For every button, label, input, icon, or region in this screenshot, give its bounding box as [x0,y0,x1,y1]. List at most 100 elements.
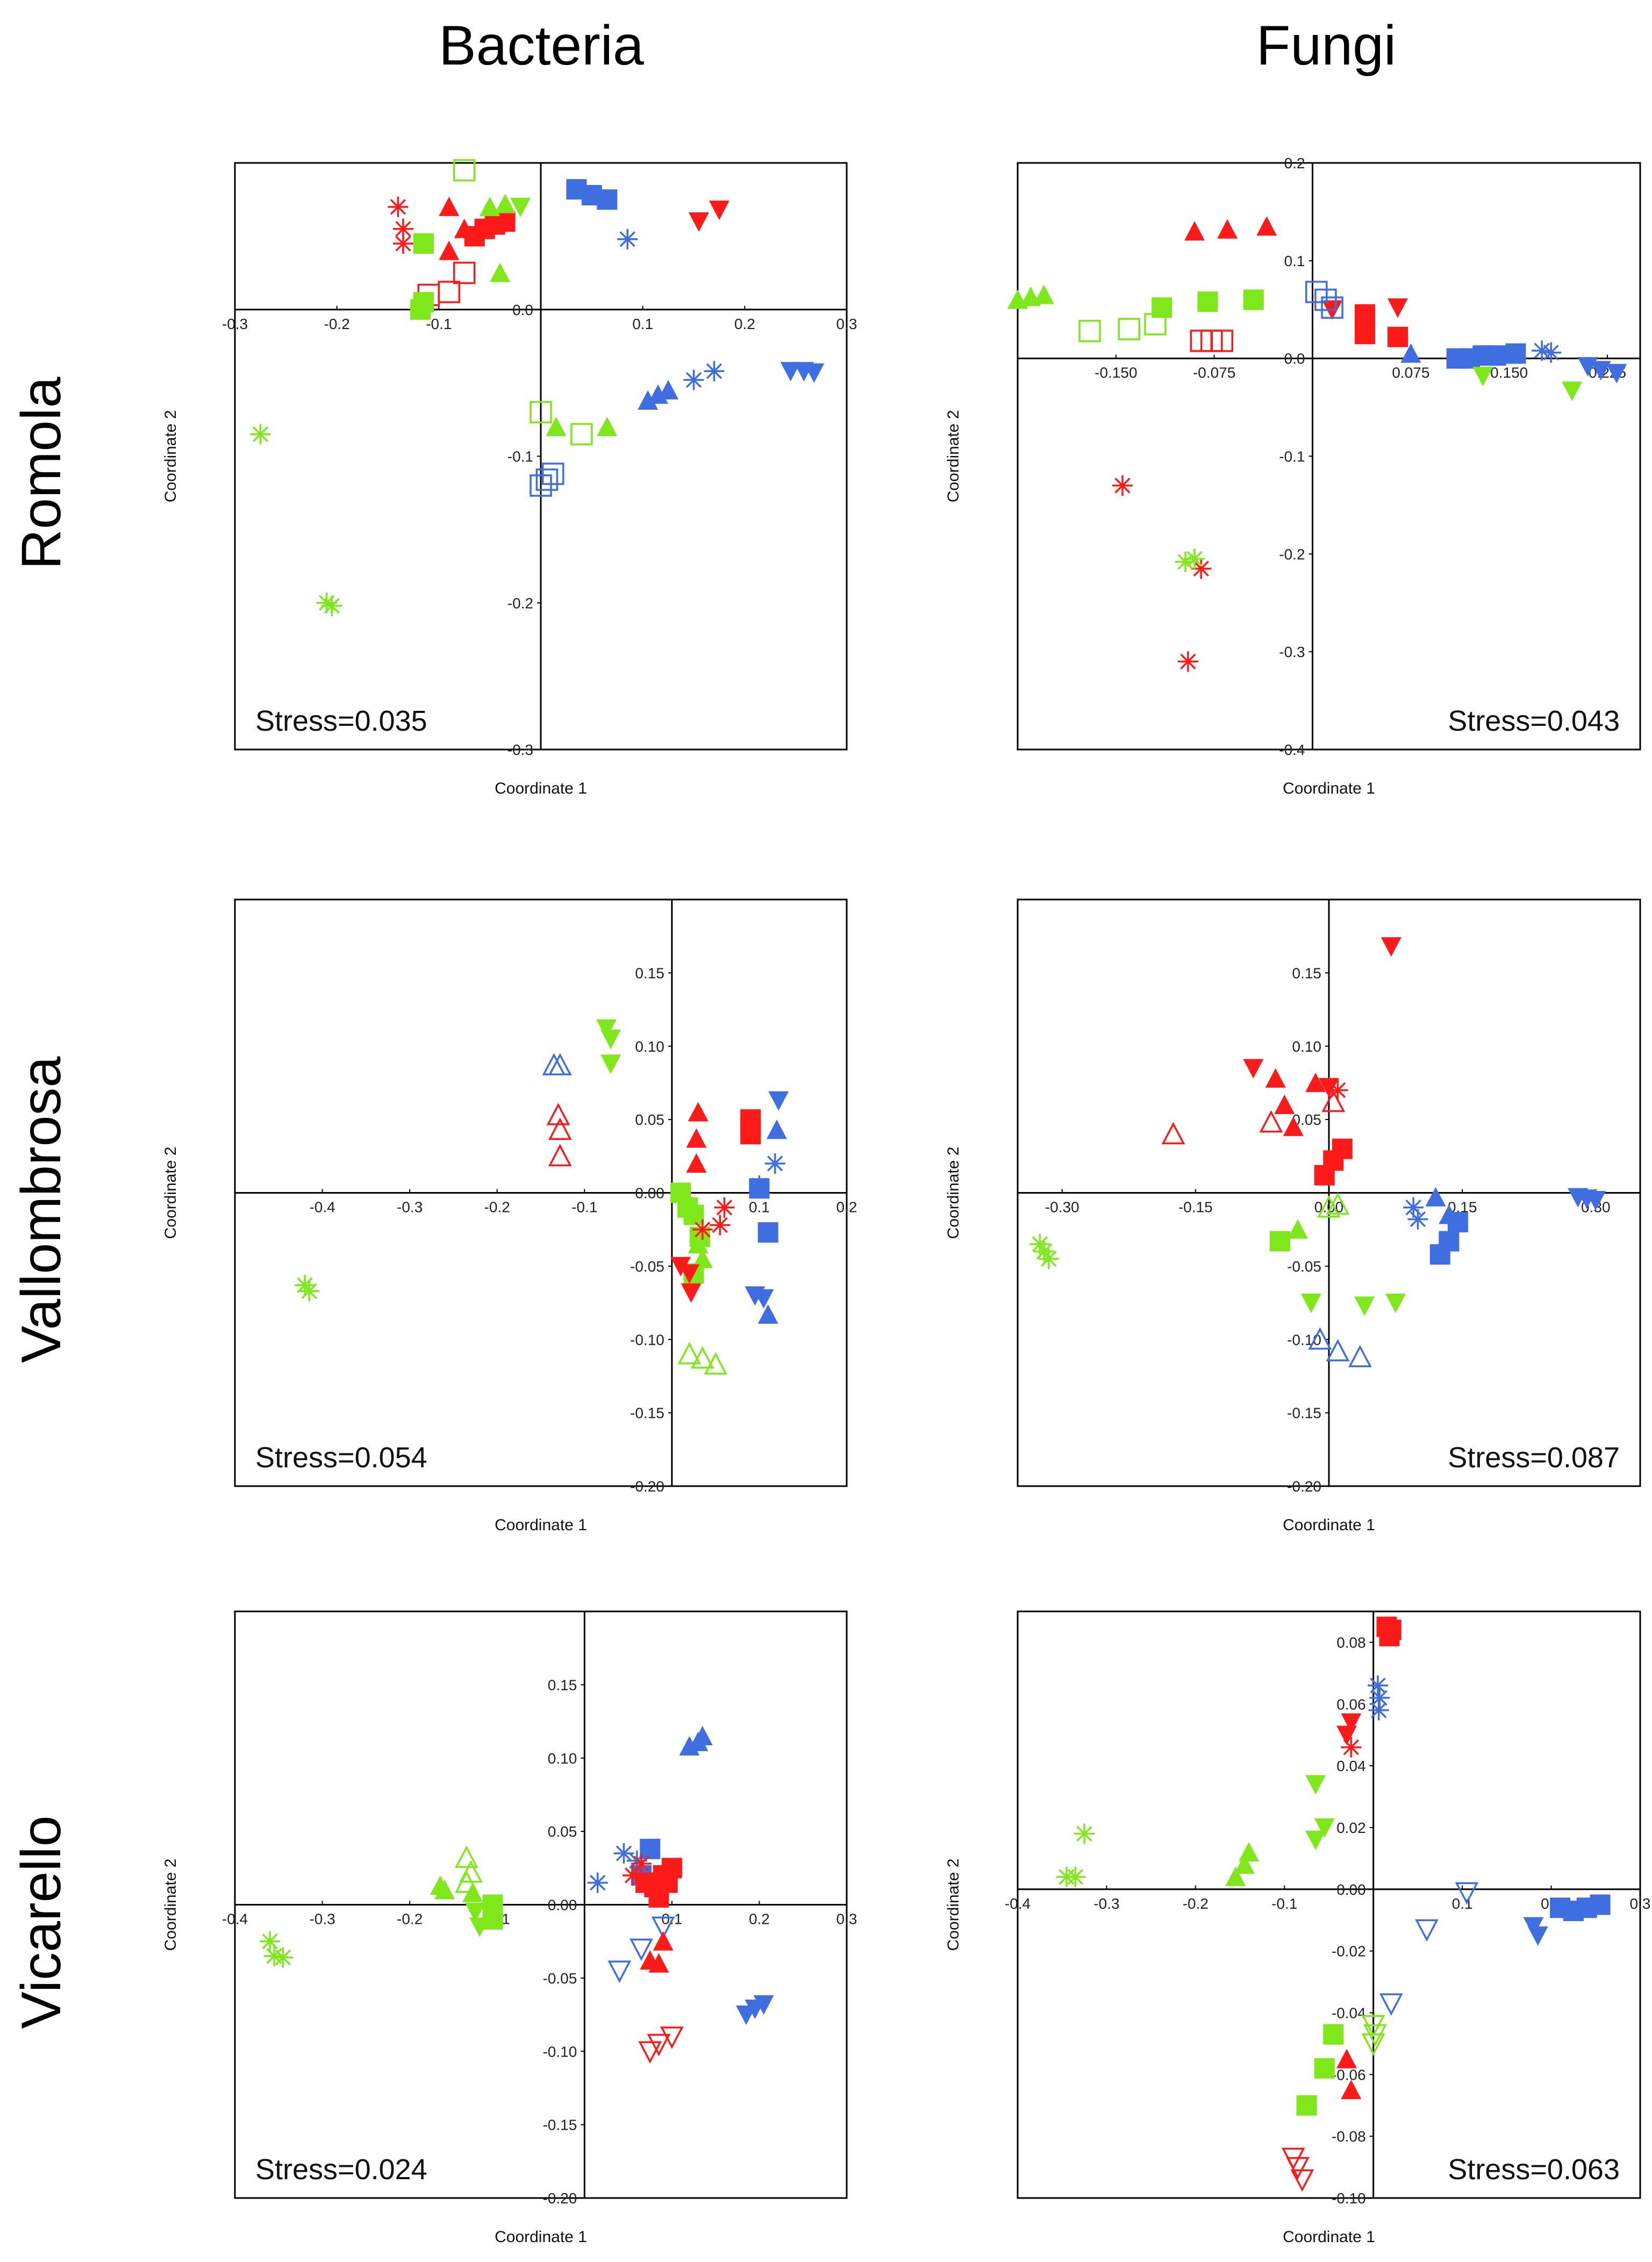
data-point [1184,548,1205,569]
data-point [1387,326,1408,347]
data-point [658,380,679,399]
data-point [1354,1296,1375,1316]
x-axis-label: Coordinate 1 [1283,1516,1375,1534]
stress-label: Stress=0.035 [255,705,427,737]
y-tick-label: 0.04 [1336,1758,1366,1774]
column-title-fungi: Fungi [1256,15,1396,77]
data-points [260,1725,774,2064]
data-point [250,424,271,445]
data-point [692,1725,713,1745]
data-point [692,1219,713,1240]
x-tick-label: -0.3 [1093,1895,1119,1912]
y-tick-label: -0.3 [507,741,533,758]
y-tick-label: -0.10 [1332,2190,1366,2207]
data-point [388,196,409,217]
data-point [1256,216,1277,236]
y-tick-label: -0.15 [630,1405,664,1422]
data-point [454,1870,478,1893]
chart-panel-4: -0.4-0.3-0.2-0.10.10.20.30.150.100.050.0… [162,1610,857,2246]
data-point [657,1872,678,1893]
y-tick-label: -0.20 [630,1478,664,1495]
data-point [1341,2080,1362,2100]
y-tick-label: 0.15 [548,1676,577,1693]
y-tick-label: 0.15 [635,965,664,981]
data-point [1361,2033,1385,2056]
data-point [626,1850,647,1871]
data-point [548,1117,572,1140]
y-tick-label: -0.15 [542,2117,577,2133]
y-tick-label: -0.10 [630,1331,664,1348]
data-point [677,1341,702,1365]
row-title-vicarello: Vicarello [10,1816,73,2029]
data-point [1112,475,1133,496]
data-point [495,194,516,213]
data-point [1184,221,1205,241]
x-tick-label: -0.4 [309,1199,335,1216]
data-point [542,462,564,485]
data-point [1326,1339,1350,1361]
x-tick-label: 0.150 [1490,365,1528,381]
data-point [530,474,552,497]
data-point [1590,361,1611,381]
data-point [1321,296,1343,319]
data-point [600,1054,621,1074]
y-tick-label: 0.06 [1336,1696,1366,1712]
data-point [804,363,825,383]
y-axis-label: Coordinate 2 [945,410,962,503]
x-tick-label: -0.150 [1095,365,1137,381]
data-point [453,159,476,182]
row-title-romola: Romola [10,377,73,570]
data-point [1381,937,1401,957]
y-tick-label: 0.02 [1336,1819,1366,1836]
data-point [1527,1926,1548,1946]
data-point [631,1853,652,1874]
data-point [688,1233,709,1254]
y-tick-label: -0.06 [1332,2066,1366,2083]
y-tick-label: -0.15 [1287,1405,1321,1422]
data-point [1472,367,1493,387]
data-point [1259,1110,1283,1133]
x-tick-label: -0.15 [1178,1199,1213,1216]
data-point [766,1119,787,1139]
data-point [690,1346,714,1369]
x-tick-label: -0.1 [1271,1895,1297,1912]
data-point [714,1197,735,1218]
data-point [410,299,431,320]
data-point [764,1153,785,1174]
x-tick-label: -0.1 [571,1199,597,1216]
data-point [1367,1675,1388,1696]
y-axis-label: Coordinate 2 [945,1859,962,1951]
data-point [1314,2058,1335,2079]
x-tick-label: 0.2 [836,1199,857,1216]
data-point [1243,289,1264,310]
data-point [686,1153,707,1173]
data-point [1319,1078,1339,1098]
data-point [510,197,531,217]
x-tick-label: -0.3 [309,1911,335,1928]
stress-label: Stress=0.087 [1448,1442,1620,1474]
y-tick-label: -0.05 [542,1970,577,1987]
data-point [683,369,704,390]
data-point [640,1950,661,1970]
y-tick-label: -0.10 [1287,1331,1321,1348]
data-point [1369,1687,1390,1708]
data-point [1415,1919,1439,1942]
y-tick-label: 0.05 [635,1111,664,1128]
panels-group: -0.3 -0.2 -0.1 0.1 0.2 0.3 0.0 -0.1 -0.2 -0.3 Coor… [162,155,1650,2246]
data-point [1034,1241,1055,1262]
data-points [1056,1616,1611,2192]
data-point [768,1091,789,1111]
x-tick-label: -0.30 [1045,1199,1079,1216]
data-point [1211,330,1234,352]
x-tick-label: 0.3 [836,316,857,332]
data-point [688,1102,709,1122]
stress-label: Stress=0.063 [1448,2153,1620,2186]
data-point [1033,284,1054,304]
data-point [1274,1094,1295,1114]
row-title-vallombrosa: Vallombrosa [10,1057,73,1363]
data-point [1314,288,1337,311]
data-point [1447,1212,1468,1233]
chart-panel-1: -0.150 -0.075 0.075 0.150 0.2250.20.10.0-0.1… [945,155,1641,797]
plot-frame [1017,1610,1641,2199]
data-point [704,361,725,382]
